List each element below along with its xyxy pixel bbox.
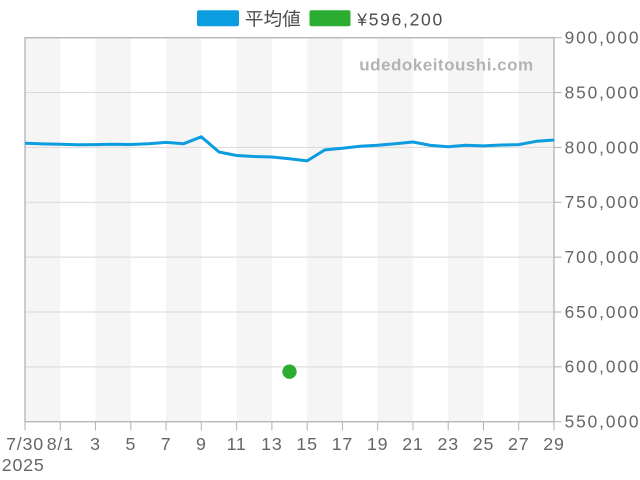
svg-text:700,000: 700,000 <box>565 247 640 267</box>
svg-text:650,000: 650,000 <box>565 302 640 322</box>
svg-text:8/1: 8/1 <box>47 434 74 454</box>
svg-text:27: 27 <box>508 434 529 454</box>
svg-text:¥596,200: ¥596,200 <box>356 9 444 29</box>
svg-text:900,000: 900,000 <box>565 28 640 48</box>
svg-text:7/30: 7/30 <box>6 434 44 454</box>
svg-text:11: 11 <box>227 434 247 454</box>
svg-text:25: 25 <box>473 434 494 454</box>
svg-text:3: 3 <box>90 434 101 454</box>
svg-text:7: 7 <box>161 434 172 454</box>
svg-text:udedokeitoushi.com: udedokeitoushi.com <box>359 55 533 74</box>
svg-text:5: 5 <box>125 434 136 454</box>
svg-text:850,000: 850,000 <box>565 82 640 102</box>
svg-text:17: 17 <box>332 434 353 454</box>
svg-text:23: 23 <box>438 434 459 454</box>
svg-text:750,000: 750,000 <box>565 192 640 212</box>
svg-text:13: 13 <box>261 434 282 454</box>
svg-text:2025: 2025 <box>2 455 45 475</box>
svg-text:15: 15 <box>296 434 317 454</box>
svg-text:19: 19 <box>367 434 388 454</box>
svg-text:600,000: 600,000 <box>565 357 640 377</box>
svg-text:29: 29 <box>543 434 564 454</box>
svg-text:550,000: 550,000 <box>565 412 640 432</box>
svg-text:21: 21 <box>402 434 423 454</box>
svg-text:800,000: 800,000 <box>565 137 640 157</box>
svg-text:9: 9 <box>196 434 207 454</box>
